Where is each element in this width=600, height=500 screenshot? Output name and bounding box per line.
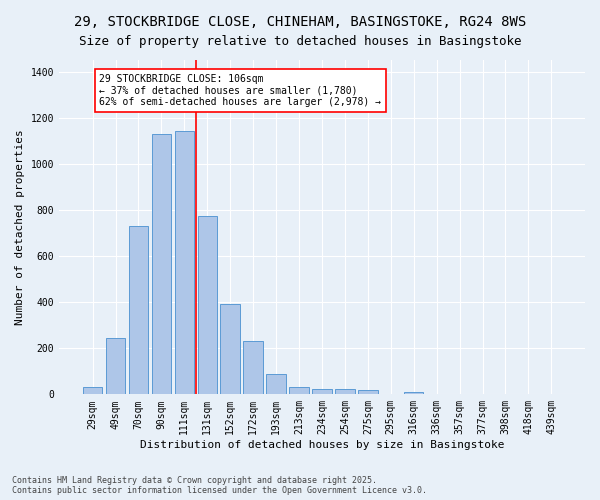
X-axis label: Distribution of detached houses by size in Basingstoke: Distribution of detached houses by size … <box>140 440 504 450</box>
Text: 29, STOCKBRIDGE CLOSE, CHINEHAM, BASINGSTOKE, RG24 8WS: 29, STOCKBRIDGE CLOSE, CHINEHAM, BASINGS… <box>74 15 526 29</box>
Bar <box>197 216 217 394</box>
Bar <box>358 390 377 394</box>
Text: Contains HM Land Registry data © Crown copyright and database right 2025.
Contai: Contains HM Land Registry data © Crown c… <box>12 476 427 495</box>
Text: Size of property relative to detached houses in Basingstoke: Size of property relative to detached ho… <box>79 35 521 48</box>
Bar <box>152 134 171 394</box>
Bar <box>266 374 286 394</box>
Bar <box>175 132 194 394</box>
Text: 29 STOCKBRIDGE CLOSE: 106sqm
← 37% of detached houses are smaller (1,780)
62% of: 29 STOCKBRIDGE CLOSE: 106sqm ← 37% of de… <box>100 74 382 107</box>
Bar <box>220 304 240 394</box>
Bar <box>335 390 355 394</box>
Bar <box>83 388 103 394</box>
Bar <box>312 390 332 394</box>
Y-axis label: Number of detached properties: Number of detached properties <box>15 130 25 325</box>
Bar <box>244 342 263 394</box>
Bar <box>289 388 309 394</box>
Bar <box>106 338 125 394</box>
Bar <box>404 392 424 394</box>
Bar <box>129 226 148 394</box>
